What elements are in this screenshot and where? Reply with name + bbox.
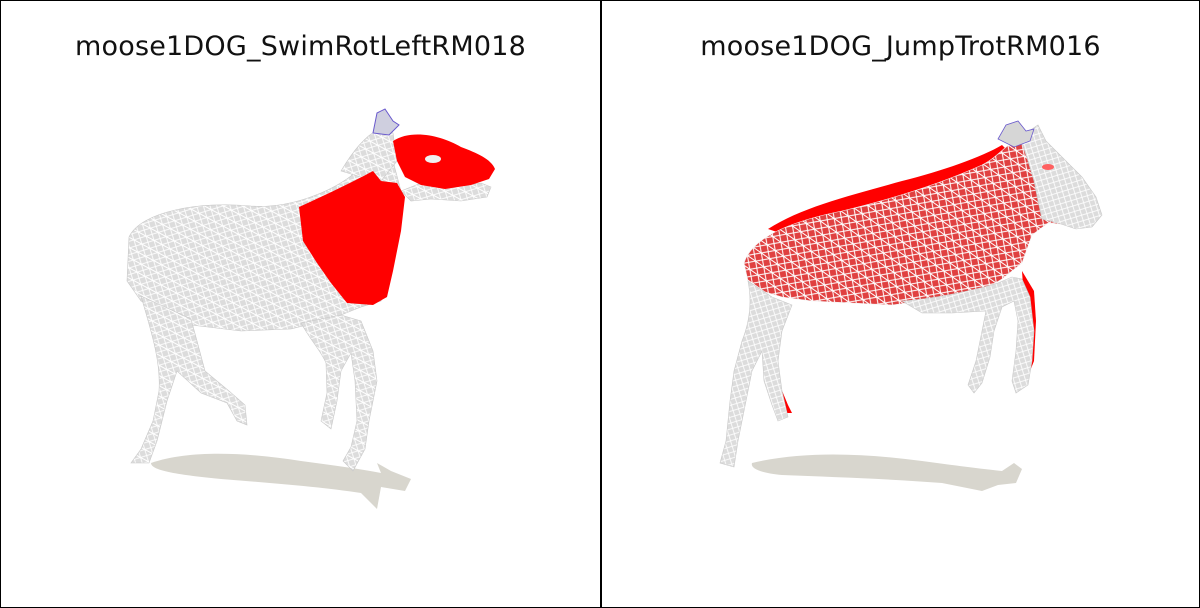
left-eye	[425, 155, 441, 163]
left-highlight-region	[299, 134, 495, 305]
right-panel-title: moose1DOG_JumpTrotRM016	[700, 31, 1101, 62]
left-shadow	[151, 453, 411, 509]
right-viewport[interactable]: moose1DOG_JumpTrotRM016	[600, 0, 1200, 608]
left-panel-title: moose1DOG_SwimRotLeftRM018	[75, 31, 526, 62]
right-moose-limbs	[719, 124, 1103, 468]
right-shadow	[751, 454, 1022, 491]
right-moose-render	[719, 120, 1103, 491]
right-ear	[997, 120, 1035, 148]
left-moose-render	[126, 108, 495, 509]
right-moose-body	[743, 136, 1099, 306]
left-ear	[372, 108, 400, 136]
left-viewport[interactable]: moose1DOG_SwimRotLeftRM018	[0, 0, 600, 608]
right-eye	[1042, 164, 1054, 170]
